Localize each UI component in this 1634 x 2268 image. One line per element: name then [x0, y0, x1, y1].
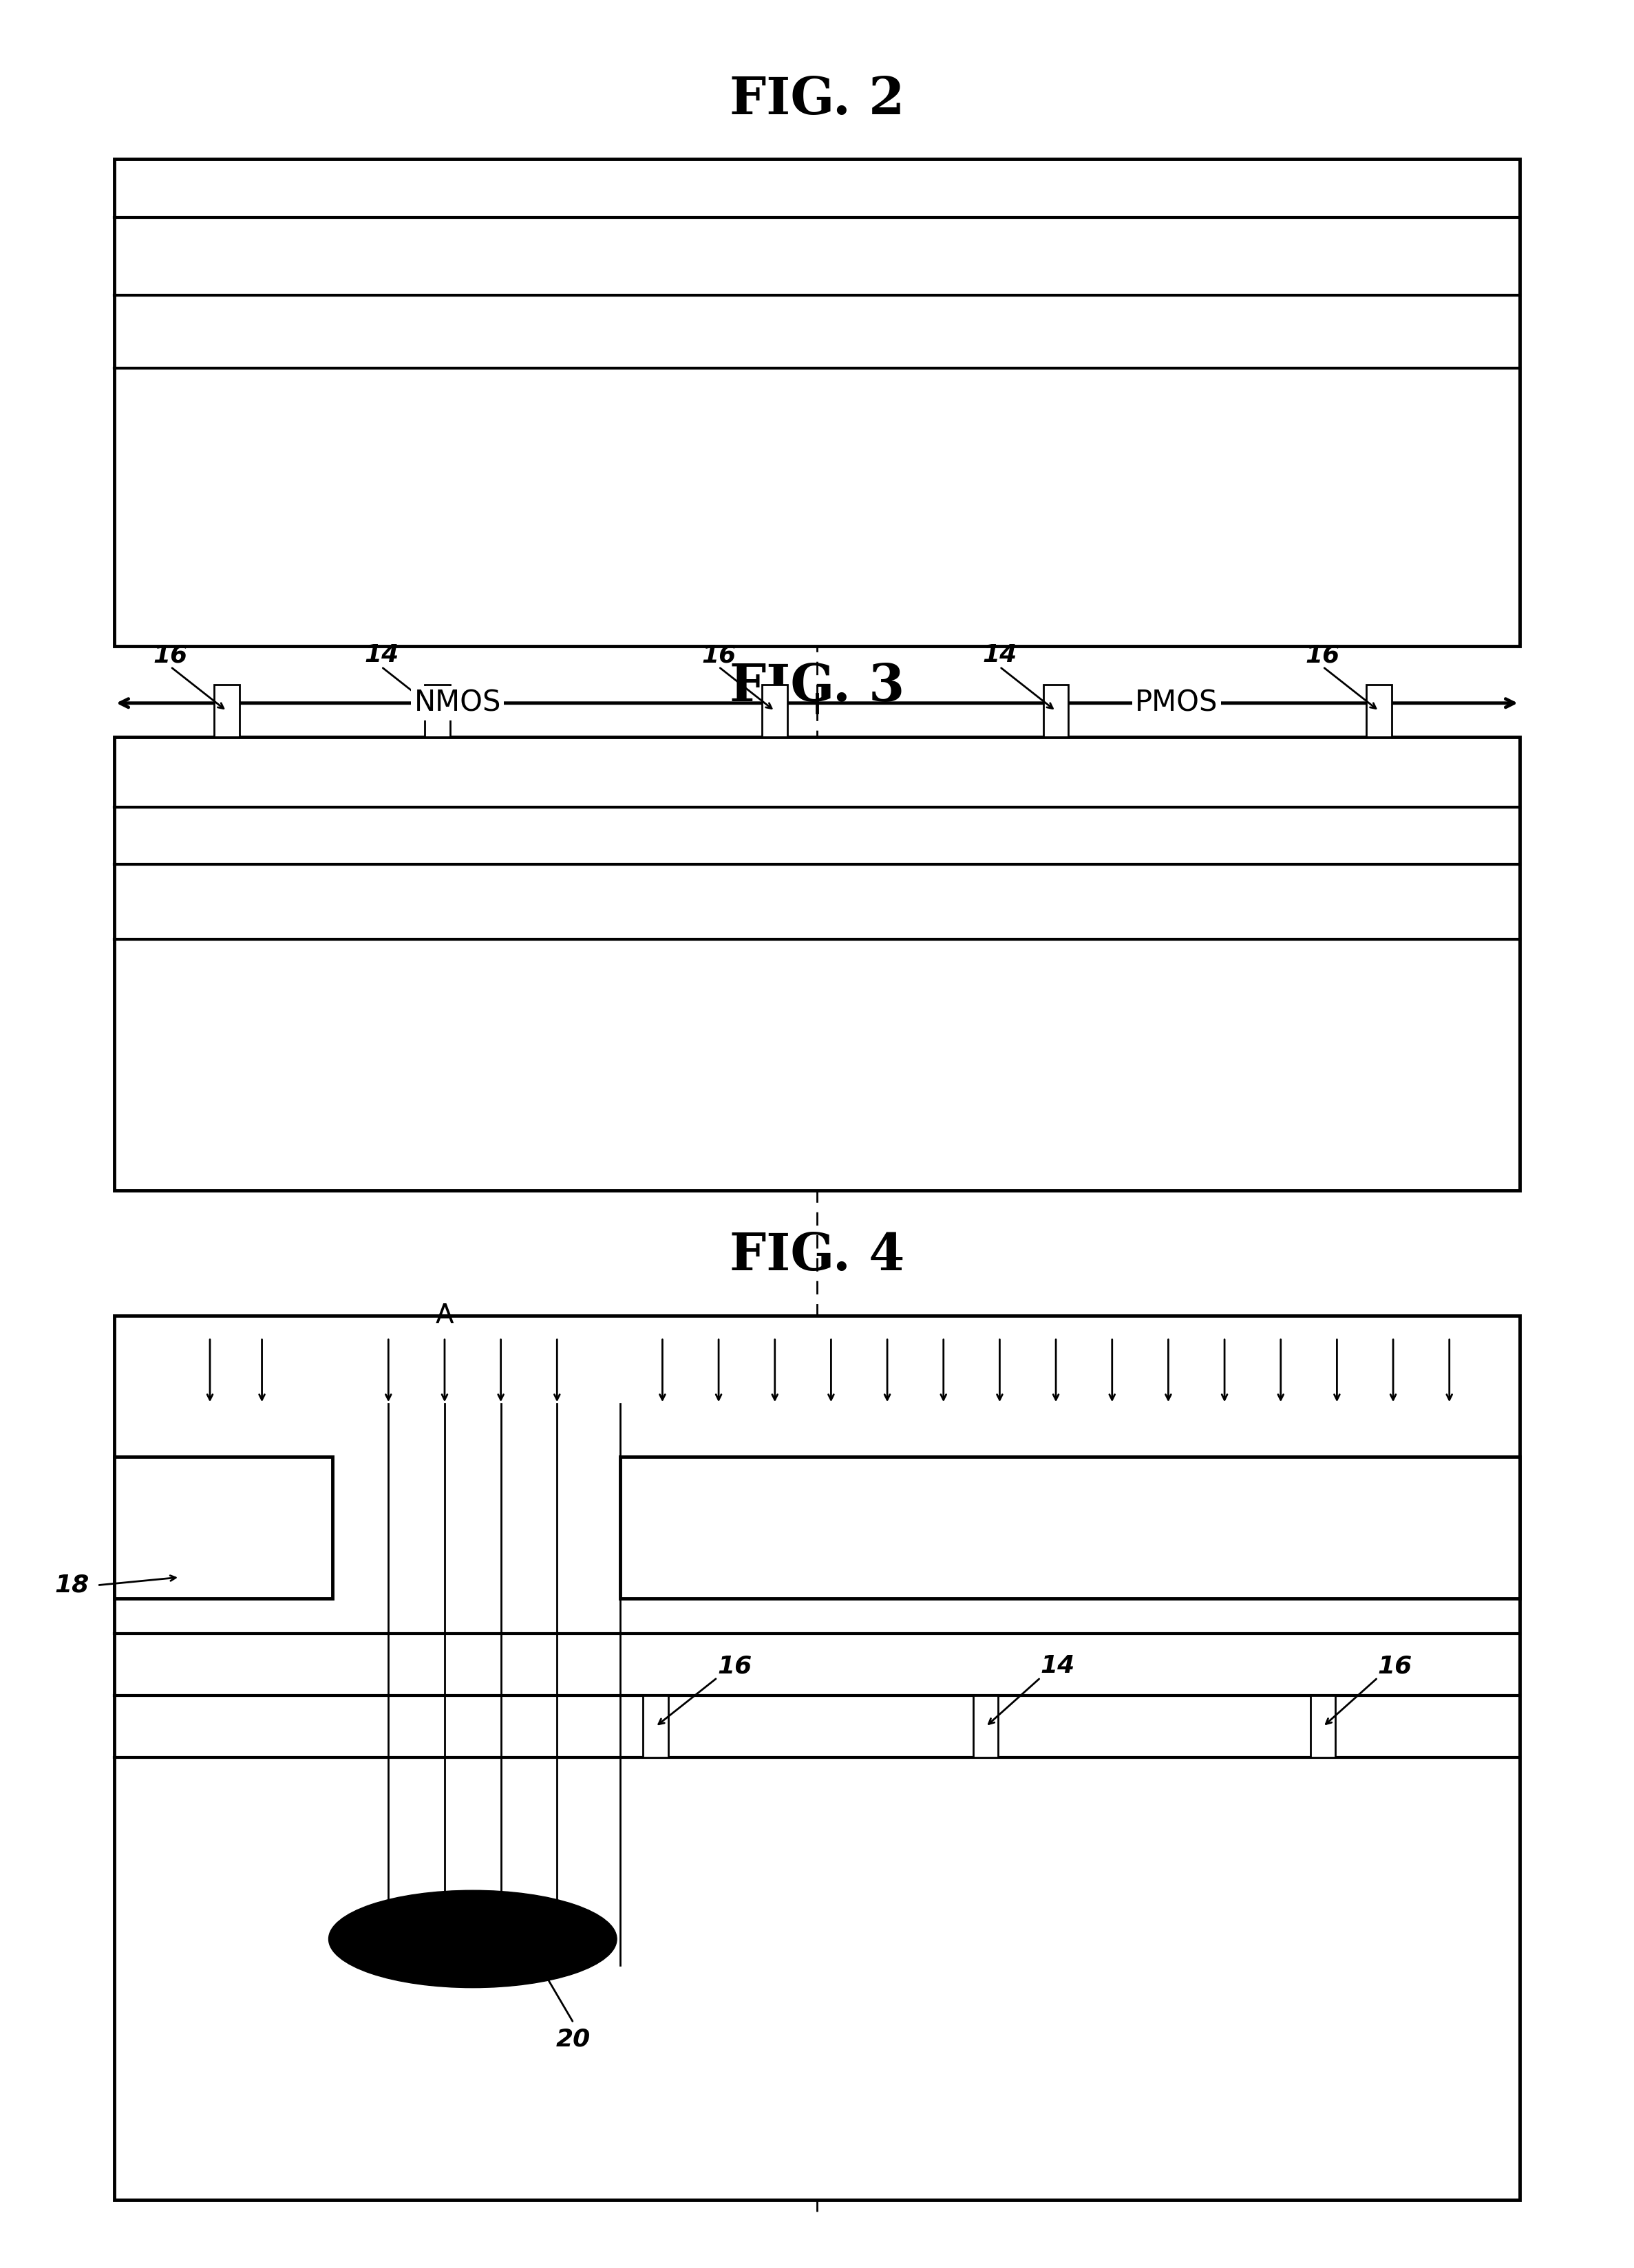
Text: 20: 20: [556, 2028, 592, 2050]
Text: 14: 14: [364, 644, 399, 667]
Bar: [1310, 1696, 1335, 1758]
Bar: [1366, 685, 1392, 737]
Text: 16: 16: [717, 1653, 752, 1678]
Text: NMOS: NMOS: [413, 689, 502, 717]
Text: 16: 16: [154, 644, 188, 667]
Bar: [214, 685, 240, 737]
Text: A: A: [435, 1302, 454, 1329]
Bar: [761, 685, 788, 737]
Bar: [425, 685, 451, 737]
Text: 16: 16: [1377, 1653, 1412, 1678]
Bar: [972, 1696, 998, 1758]
Bar: [621, 1456, 1520, 1599]
Text: FIG. 3: FIG. 3: [729, 662, 905, 712]
Text: FIG. 4: FIG. 4: [729, 1232, 905, 1281]
Text: 18: 18: [54, 1574, 90, 1597]
Bar: [1042, 685, 1069, 737]
Bar: [114, 1315, 1520, 2200]
Text: 16: 16: [701, 644, 735, 667]
Bar: [114, 1456, 332, 1599]
Ellipse shape: [328, 1892, 616, 1987]
Text: 14: 14: [1041, 1653, 1075, 1678]
Text: 14: 14: [982, 644, 1016, 667]
Bar: [114, 159, 1520, 646]
Bar: [114, 737, 1520, 1191]
Text: FIG. 2: FIG. 2: [729, 75, 905, 125]
Text: PMOS: PMOS: [1136, 689, 1217, 717]
Text: 16: 16: [1306, 644, 1340, 667]
Bar: [642, 1696, 668, 1758]
